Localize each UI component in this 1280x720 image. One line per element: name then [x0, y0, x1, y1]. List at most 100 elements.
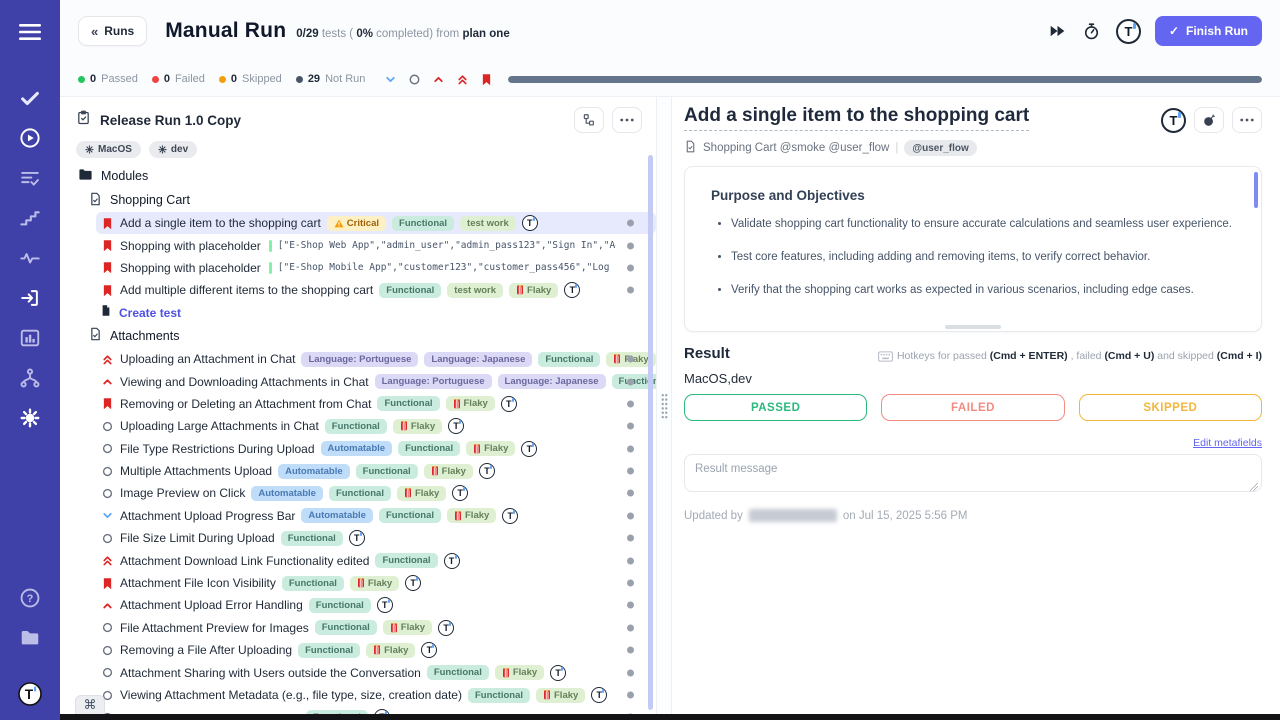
more-options-button[interactable] [612, 107, 642, 133]
import-icon[interactable] [18, 286, 42, 310]
row-status-dot[interactable] [627, 400, 634, 408]
stopwatch-icon[interactable] [1082, 21, 1102, 41]
badge-flaky: Flaky [509, 282, 559, 298]
test-row[interactable]: Uploading an Attachment in Chat Language:… [100, 348, 656, 370]
row-status-dot[interactable] [627, 445, 634, 453]
flaky-icon [431, 466, 439, 476]
run-tag-dev[interactable]: dev [148, 141, 198, 158]
result-message-input[interactable] [684, 454, 1262, 492]
row-status-dot[interactable] [627, 579, 634, 587]
test-row[interactable]: Add multiple different items to the shop… [100, 279, 656, 301]
filter-chevron-up-icon[interactable] [431, 72, 446, 87]
test-source-logo-icon[interactable]: T [1161, 107, 1186, 133]
badge-functional: Functional [467, 687, 530, 703]
branch-icon[interactable] [18, 366, 42, 390]
row-status-dot[interactable] [627, 557, 634, 565]
folder-icon[interactable] [18, 626, 42, 650]
test-row[interactable]: File Type Restrictions During Upload Auto… [100, 438, 656, 460]
description-scrollbar[interactable] [1254, 172, 1258, 208]
finish-run-button[interactable]: ✓ Finish Run [1154, 16, 1262, 46]
row-status-dot[interactable] [627, 219, 634, 227]
skipped-button[interactable]: SKIPPED [1078, 394, 1262, 421]
suite-file-icon [684, 140, 697, 156]
play-circle-icon[interactable] [18, 126, 42, 150]
fast-forward-icon[interactable] [1048, 21, 1068, 41]
filter-chevron-down-icon[interactable] [383, 72, 398, 87]
row-status-dot[interactable] [627, 624, 634, 632]
test-row[interactable]: Attachment Download Link Functionality e… [100, 549, 656, 571]
badge-flaky: Flaky [423, 463, 473, 479]
suite-row-shopping-cart[interactable]: Shopping Cart [89, 188, 656, 212]
hotkeys-command-button[interactable]: ⌘ [75, 695, 105, 714]
test-row[interactable]: Shopping with placeholder ["E-Shop Mobile… [100, 257, 656, 279]
list-check-icon[interactable] [18, 166, 42, 190]
test-row[interactable]: Attachment Upload Error Handling Function… [100, 594, 656, 616]
menu-icon[interactable] [18, 20, 42, 44]
test-detail-panel: Add a single item to the shopping cart T… [672, 97, 1280, 714]
row-status-dot[interactable] [627, 467, 634, 475]
test-row-title: Attachment Upload Error Handling [120, 598, 303, 613]
failed-button[interactable]: FAILED [881, 394, 1065, 421]
folder-row-modules[interactable]: Modules [78, 164, 656, 188]
test-row[interactable]: Image Preview on Click Automatable Functio… [100, 482, 656, 504]
tree-structure-button[interactable] [574, 107, 604, 133]
filter-circle-icon[interactable] [407, 72, 422, 87]
test-row-title: Add a single item to the shopping cart [120, 216, 321, 231]
test-row[interactable]: Viewing and Downloading Attachments in C… [100, 370, 656, 392]
test-row[interactable]: Removing or Deleting an Attachment from … [100, 393, 656, 415]
priority-circle-icon [100, 486, 114, 500]
test-row[interactable]: Multiple Attachments Upload Automatable Fu… [100, 460, 656, 482]
priority-bookmark-icon [100, 397, 114, 411]
pulse-icon[interactable] [18, 246, 42, 270]
testomat-logo-icon[interactable]: T [1115, 18, 1141, 44]
row-status-dot[interactable] [627, 691, 634, 699]
row-status-dot[interactable] [627, 646, 634, 654]
test-row[interactable]: Uploading Large Attachments in Chat Funct… [100, 415, 656, 437]
panel-resize-handle[interactable] [661, 393, 668, 419]
row-status-dot[interactable] [627, 489, 634, 497]
back-to-runs-button[interactable]: « Runs [78, 16, 148, 46]
passed-button[interactable]: PASSED [684, 394, 868, 421]
suite-row-attachments[interactable]: Attachments [89, 324, 656, 348]
filter-chevrons-up-icon[interactable] [455, 72, 470, 87]
test-row[interactable]: Add a single item to the shopping cart Cr… [96, 212, 656, 235]
row-status-dot[interactable] [627, 264, 634, 272]
test-row[interactable]: Viewing Attachment Metadata (e.g., file … [100, 684, 656, 706]
test-row[interactable]: Removing a File After Uploading Functiona… [100, 639, 656, 661]
edit-metafields-link[interactable]: Edit metafields [1193, 437, 1262, 449]
row-status-dot[interactable] [627, 512, 634, 520]
row-status-dot[interactable] [627, 669, 634, 677]
description-hscrollbar[interactable] [945, 325, 1001, 329]
test-row[interactable]: Attachment File Icon Visibility Functiona… [100, 572, 656, 594]
test-more-options-button[interactable] [1232, 107, 1262, 133]
row-status-dot[interactable] [627, 355, 634, 363]
priority-bookmark-icon [100, 261, 114, 275]
test-row[interactable]: Attachment Sharing with Users outside th… [100, 661, 656, 683]
help-icon[interactable]: ? [18, 586, 42, 610]
create-test-row[interactable]: Create test [100, 302, 656, 324]
test-row[interactable]: File Attachment Preview for Images Functi… [100, 617, 656, 639]
filter-bookmark-icon[interactable] [479, 72, 494, 87]
logo-icon[interactable]: T [18, 682, 42, 706]
tree-scrollbar[interactable] [648, 155, 653, 710]
run-tag-macos[interactable]: MacOS [76, 141, 141, 158]
row-status-dot[interactable] [627, 534, 634, 542]
check-icon[interactable] [18, 86, 42, 110]
tag-badge[interactable]: @user_flow [904, 140, 977, 156]
test-row[interactable]: File Size Limit During Upload Functional T [100, 527, 656, 549]
row-status-dot[interactable] [627, 422, 634, 430]
row-status-dot[interactable] [627, 242, 634, 250]
steps-icon[interactable] [18, 206, 42, 230]
bomb-button[interactable] [1194, 107, 1224, 133]
breadcrumb[interactable]: Shopping Cart @smoke @user_flow [703, 142, 890, 154]
row-status-dot[interactable] [627, 601, 634, 609]
gear-icon[interactable] [18, 406, 42, 430]
create-test-link[interactable]: Create test [119, 305, 182, 320]
row-status-dot[interactable] [627, 286, 634, 294]
bar-chart-icon[interactable] [18, 326, 42, 350]
row-status-dot[interactable] [627, 378, 634, 386]
test-row[interactable]: Attachment Upload Progress Bar Automatabl… [100, 505, 656, 527]
environment-label: MacOS,dev [684, 371, 752, 386]
test-row[interactable]: Shopping with placeholder ["E-Shop Web Ap… [100, 234, 656, 256]
